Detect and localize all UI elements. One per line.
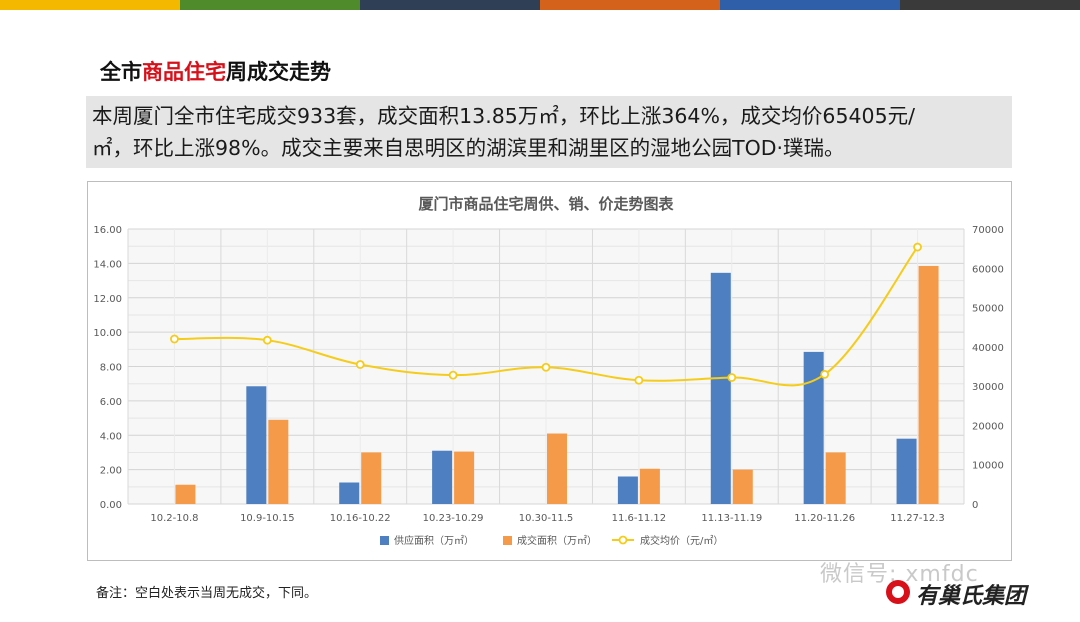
price-point xyxy=(727,373,737,382)
x-tick-label: 10.16-10.22 xyxy=(330,513,391,524)
y-left-tick-label: 16.00 xyxy=(93,225,122,236)
x-tick-label: 11.13-11.19 xyxy=(701,513,762,524)
y-right-tick-label: 40000 xyxy=(972,343,1004,354)
footnote: 备注：空白处表示当周无成交，下同。 xyxy=(96,586,318,601)
y-right-tick-label: 0 xyxy=(972,500,978,511)
sold-area-bar xyxy=(268,419,289,504)
summary-box: 本周厦门全市住宅成交933套，成交面积13.85万㎡，环比上涨364%，成交均价… xyxy=(86,96,1012,168)
supply-area-bar xyxy=(246,386,267,504)
x-tick-label: 10.9-10.15 xyxy=(240,513,295,524)
sold-area-bar xyxy=(547,433,567,504)
sold-area-bar xyxy=(639,468,660,504)
logo-text: 有巢氏集团 xyxy=(916,584,1027,609)
price-point xyxy=(262,335,272,345)
legend-point-swatch xyxy=(618,535,628,545)
summary-line-1: 本周厦门全市住宅成交933套，成交面积13.85万㎡，环比上涨364%，成交均价… xyxy=(92,104,916,128)
price-line xyxy=(174,246,919,387)
sold-area-bar xyxy=(454,451,475,504)
legend-label: 成交均价（元/㎡） xyxy=(640,534,723,547)
logo-mark-icon xyxy=(886,580,910,604)
y-right-tick-label: 30000 xyxy=(972,382,1004,393)
y-left-tick-label: 10.00 xyxy=(93,328,122,339)
sold-area-bar xyxy=(732,469,753,504)
legend-swatch xyxy=(503,536,512,545)
supply-area-bar xyxy=(617,476,638,504)
page-title: 全市商品住宅周成交走势 xyxy=(100,56,331,86)
top-bar-segment xyxy=(180,0,360,10)
price-point xyxy=(634,375,644,385)
y-left-tick-label: 0.00 xyxy=(100,500,122,511)
y-left-tick-label: 6.00 xyxy=(100,397,122,408)
legend-swatch xyxy=(380,536,389,545)
legend-label: 供应面积（万㎡） xyxy=(394,534,474,547)
supply-area-bar xyxy=(339,482,360,504)
sold-area-bar xyxy=(175,484,196,504)
y-left-tick-label: 4.00 xyxy=(100,431,122,442)
combo-chart: 厦门市商品住宅周供、销、价走势图表 0.00 2.00 4.00 6.00 8.00 10.… xyxy=(93,195,1004,547)
title-highlight: 商品住宅 xyxy=(142,60,226,84)
legend-label: 成交面积（万㎡） xyxy=(517,534,597,547)
price-point xyxy=(448,370,458,380)
price-point xyxy=(355,360,365,369)
x-tick-label: 11.27-12.3 xyxy=(890,513,945,524)
top-color-bar xyxy=(0,0,1080,10)
y-left-tick-label: 14.00 xyxy=(93,259,122,270)
price-point xyxy=(820,369,830,379)
supply-area-bar xyxy=(710,272,731,504)
x-tick-label: 11.6-11.12 xyxy=(612,513,667,524)
chart-title: 厦门市商品住宅周供、销、价走势图表 xyxy=(418,195,674,213)
y-right-tick-label: 20000 xyxy=(972,421,1004,432)
top-bar-segment xyxy=(720,0,900,10)
x-tick-label: 10.2-10.8 xyxy=(150,513,198,524)
supply-area-bar xyxy=(896,438,917,504)
top-bar-segment xyxy=(900,0,1080,10)
price-point xyxy=(913,242,922,252)
x-tick-label: 10.30-11.5 xyxy=(519,513,574,524)
sold-area-bar xyxy=(361,452,382,504)
y-right-tick-label: 60000 xyxy=(972,264,1004,275)
title-prefix: 全市 xyxy=(100,60,142,84)
title-suffix: 周成交走势 xyxy=(226,60,331,84)
price-point xyxy=(170,334,179,344)
top-bar-segment xyxy=(360,0,540,10)
x-tick-label: 11.20-11.26 xyxy=(794,513,855,524)
y-right-tick-label: 50000 xyxy=(972,304,1004,315)
y-left-tick-label: 2.00 xyxy=(100,466,122,477)
y-right-tick-label: 10000 xyxy=(972,461,1004,472)
chart-frame: 厦门市商品住宅周供、销、价走势图表 0.00 2.00 4.00 6.00 8.00 10.… xyxy=(87,181,1012,561)
x-tick-label: 10.23-10.29 xyxy=(423,513,484,524)
sold-area-bar xyxy=(825,452,846,504)
supply-area-bar xyxy=(803,351,824,504)
supply-area-bar xyxy=(432,450,453,504)
company-logo: 有巢氏集团 xyxy=(886,578,1046,609)
price-point xyxy=(541,362,551,372)
sold-area-bar xyxy=(918,265,939,504)
top-bar-segment xyxy=(0,0,180,10)
y-right-tick-label: 70000 xyxy=(972,225,1004,236)
y-left-tick-label: 8.00 xyxy=(100,363,122,374)
summary-line-2: ㎡，环比上涨98%。成交主要来自思明区的湖滨里和湖里区的湿地公园TOD·璞瑞。 xyxy=(92,136,845,160)
top-bar-segment xyxy=(540,0,720,10)
y-left-tick-label: 12.00 xyxy=(93,294,122,305)
